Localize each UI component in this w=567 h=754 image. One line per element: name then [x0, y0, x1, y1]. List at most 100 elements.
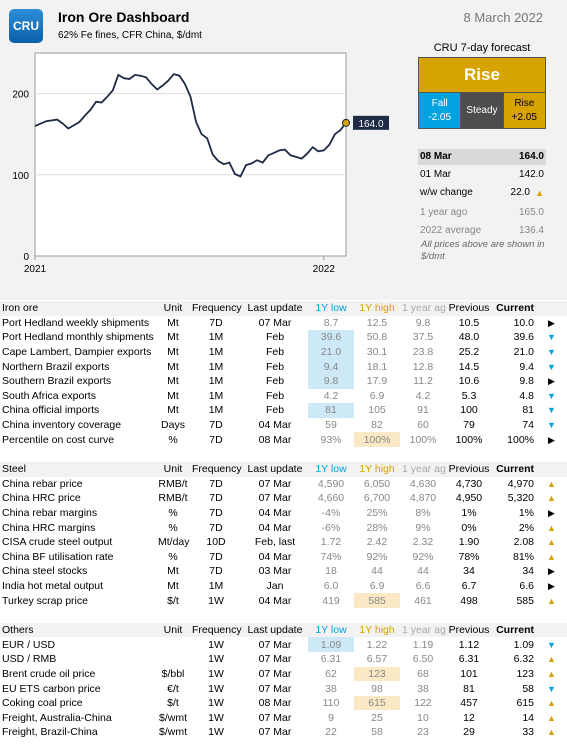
row-1y-low: 93% — [320, 433, 342, 446]
table-row: Coking coal price $/t 1W 08 Mar 110 615 122 457… — [0, 695, 567, 711]
table-row: EUR / USD 1W 07 Mar 1.09 1.22 1.19 1.12 1.09 ▼ — [0, 637, 567, 653]
col-current: Current — [492, 301, 536, 316]
plot-area — [34, 52, 347, 257]
down-arrow-icon: ▼ — [547, 420, 556, 431]
row-current: 6.32 — [513, 653, 534, 666]
row-unit: Mt — [167, 360, 179, 373]
row-1y-high: 30.1 — [366, 346, 388, 359]
col-last-update: Last update — [242, 622, 308, 638]
up-arrow-icon: ▲ — [547, 537, 556, 548]
row-last-update: Jan — [266, 579, 284, 592]
row-last-update: 07 Mar — [258, 726, 292, 739]
forecast-options: Fall -2.05 Steady Rise +2.05 — [418, 93, 546, 129]
row-trend: ▲ — [536, 550, 567, 565]
row-frequency: 1W — [208, 638, 224, 651]
row-trend: ▼ — [536, 359, 567, 374]
row-1y-high: 98 — [371, 682, 383, 695]
row-label: China official imports — [2, 404, 100, 417]
row-previous: 29 — [463, 726, 475, 739]
row-1y-low: 1.09 — [308, 637, 354, 653]
row-current: 81% — [512, 550, 534, 563]
table-row: India hot metal output Mt 1M Jan 6.0 6.9 6.6 6.… — [0, 579, 567, 594]
row-1y-high: 44 — [371, 565, 383, 578]
price-series-line — [34, 73, 347, 178]
row-current: 34 — [522, 565, 534, 578]
row-current: 4.8 — [519, 389, 534, 402]
up-arrow-icon: ▲ — [535, 188, 544, 198]
row-1y-ago: 461 — [414, 594, 432, 607]
row-previous: 81 — [463, 682, 475, 695]
price-value: 22.0 — [510, 187, 530, 198]
row-previous: 1% — [461, 507, 477, 520]
row-previous: 12 — [463, 711, 475, 724]
row-previous: 79 — [463, 419, 475, 432]
table-row: Port Hedland weekly shipments Mt 7D 07 Mar 8… — [0, 316, 567, 331]
row-last-update: Feb, last — [254, 536, 296, 549]
table-row: Freight, Australia-China $/wmt 1W 07 Mar 9 25… — [0, 710, 567, 725]
table-row: EU ETS carbon price €/t 1W 07 Mar 38 98 38 81 58… — [0, 681, 567, 696]
row-last-update: Feb — [265, 389, 285, 402]
col-arrow — [536, 622, 567, 638]
row-previous: 10.6 — [458, 375, 480, 388]
row-1y-low: 4.2 — [323, 389, 339, 402]
row-frequency: 7D — [209, 492, 223, 505]
row-current: 9.8 — [519, 375, 534, 388]
row-1y-high: 1.22 — [366, 638, 388, 651]
row-trend: ▲ — [536, 535, 567, 550]
row-current: 21.0 — [513, 346, 534, 359]
row-label: China HRC margins — [2, 521, 96, 534]
row-current: 615 — [516, 697, 534, 710]
row-1y-ago: 9% — [415, 521, 431, 534]
row-1y-high: 28% — [366, 521, 388, 534]
y-tick-label: 100 — [12, 171, 29, 182]
row-unit: Mt — [167, 404, 179, 417]
row-current: 100% — [507, 433, 534, 446]
row-1y-high: 6.9 — [369, 389, 385, 402]
row-previous: 1.90 — [458, 536, 480, 549]
col-arrow — [536, 301, 567, 316]
row-frequency: 7D — [209, 433, 223, 446]
row-current: 123 — [516, 667, 534, 680]
report-date: 8 March 2022 — [463, 10, 544, 25]
row-1y-low: 9 — [328, 711, 334, 724]
row-1y-high: 50.8 — [366, 331, 388, 344]
row-unit: Days — [161, 419, 185, 432]
x-tick-label: 2021 — [24, 264, 47, 275]
row-previous: 1.12 — [458, 638, 480, 651]
row-unit: Mt — [167, 346, 179, 359]
row-trend: ▶ — [536, 579, 567, 594]
row-current: 5,320 — [507, 492, 534, 505]
row-1y-high: 18.1 — [366, 360, 388, 373]
row-1y-ago: 2.32 — [412, 536, 434, 549]
row-label: India hot metal output — [2, 579, 103, 592]
row-frequency: 1W — [208, 711, 224, 724]
row-last-update: 07 Mar — [258, 711, 292, 724]
row-frequency: 10D — [206, 536, 226, 549]
row-label: USD / RMB — [2, 653, 57, 666]
row-last-update: 07 Mar — [258, 477, 292, 490]
row-unit: Mt — [167, 331, 179, 344]
right-arrow-icon: ▶ — [548, 580, 555, 591]
row-1y-high: 12.5 — [366, 316, 388, 329]
y-tick-label: 0 — [23, 252, 29, 263]
right-arrow-icon: ▶ — [548, 376, 555, 387]
up-arrow-icon: ▲ — [547, 698, 556, 709]
row-label: Port Hedland monthly shipments — [2, 331, 154, 344]
row-1y-low: 39.6 — [308, 330, 354, 345]
row-1y-low: 110 — [322, 697, 340, 710]
down-arrow-icon: ▼ — [547, 683, 556, 694]
row-previous: 48.0 — [458, 331, 480, 344]
row-1y-ago: 4,870 — [409, 492, 437, 505]
row-current: 2% — [518, 521, 534, 534]
page-subtitle: 62% Fe fines, CFR China, $/dmt — [58, 30, 202, 41]
row-1y-high: 6.57 — [366, 653, 388, 666]
col-frequency: Frequency — [190, 461, 242, 477]
row-trend: ▶ — [536, 432, 567, 447]
row-trend: ▶ — [536, 506, 567, 521]
row-1y-ago: 6.50 — [412, 653, 434, 666]
col-1y-ago: 1 year ago — [400, 622, 446, 638]
row-frequency: 1M — [208, 360, 224, 373]
row-unit: $/t — [167, 697, 179, 710]
row-1y-low: 62 — [325, 667, 337, 680]
price-row: 2022 average 136.4 — [418, 223, 546, 239]
